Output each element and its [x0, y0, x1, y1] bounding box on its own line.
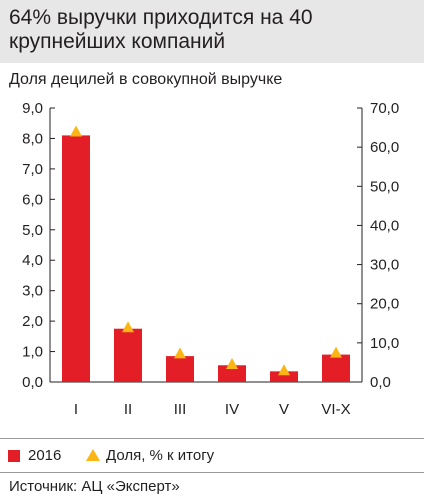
y-right-tick-label: 20,0: [370, 296, 399, 313]
share-marker-III: [174, 347, 186, 359]
legend-label-share: Доля, % к итогу: [106, 447, 215, 464]
share-marker-VI-X: [330, 346, 342, 358]
legend-divider: [0, 438, 424, 439]
share-marker-V: [278, 364, 290, 376]
x-tick-label: II: [124, 401, 132, 418]
source-divider: [0, 472, 424, 473]
y-right-tick-label: 0,0: [370, 374, 391, 391]
y-right-tick-label: 50,0: [370, 178, 399, 195]
chart-plot: I II III IV V VI-X 0,01,02,03,04,05,06,07,08,…: [22, 100, 399, 418]
chart-subtitle: Доля децилей в совокупной выручке: [9, 71, 283, 88]
y-left-tick-label: 0,0: [22, 374, 43, 391]
y-left-tick-label: 7,0: [22, 161, 43, 178]
bar-swatch-icon: [8, 450, 20, 462]
bar-VI-X: [322, 354, 350, 382]
y-left-tick-label: 3,0: [22, 283, 43, 300]
legend-label-2016: 2016: [28, 447, 62, 464]
x-tick-label: VI-X: [321, 401, 350, 418]
x-tick-label: III: [174, 401, 187, 418]
bar-III: [166, 356, 194, 382]
title-box: 64% выручки приходится на 40 крупнейших …: [0, 0, 424, 63]
share-marker-II: [122, 321, 134, 333]
marker-series: [70, 125, 342, 376]
bar-II: [114, 328, 142, 382]
y-left-tick-label: 5,0: [22, 222, 43, 239]
x-tick-label: V: [279, 401, 289, 418]
y-left-tick-label: 6,0: [22, 191, 43, 208]
triangle-marker-icon: [86, 449, 100, 461]
chart-axes: [49, 107, 363, 383]
y-left-tick-label: 2,0: [22, 313, 43, 330]
y-left-tick-label: 4,0: [22, 252, 43, 269]
y-right-tick-label: 70,0: [370, 100, 399, 117]
y-left-tick-label: 8,0: [22, 130, 43, 147]
bar-V: [270, 371, 298, 382]
chart-title: 64% выручки приходится на 40 крупнейших …: [9, 6, 313, 53]
y-left-tick-label: 9,0: [22, 100, 43, 117]
y-right-tick-label: 60,0: [370, 139, 399, 156]
bar-I: [62, 135, 90, 382]
share-marker-I: [70, 125, 82, 137]
y-right-tick-label: 10,0: [370, 335, 399, 352]
y-left-tick-labels: 0,0 1,0 2,0 3,0 4,0 5,0 6,0 7,0 8,0 9,0: [22, 100, 43, 391]
y-left-tick-label: 1,0: [22, 344, 43, 361]
bar-series: [62, 135, 350, 382]
bar-IV: [218, 365, 246, 382]
x-tick-labels: I II III IV V VI-X: [74, 401, 351, 418]
y-right-tick-label: 40,0: [370, 217, 399, 234]
source-note: Источник: АЦ «Эксперт»: [9, 478, 180, 495]
share-marker-IV: [226, 357, 238, 369]
y-right-tick-label: 30,0: [370, 257, 399, 274]
x-tick-label: IV: [225, 401, 239, 418]
x-tick-label: I: [74, 401, 78, 418]
y-right-tick-labels: 0,0 10,0 20,0 30,0 40,0 50,0 60,0 70,0: [370, 100, 399, 391]
